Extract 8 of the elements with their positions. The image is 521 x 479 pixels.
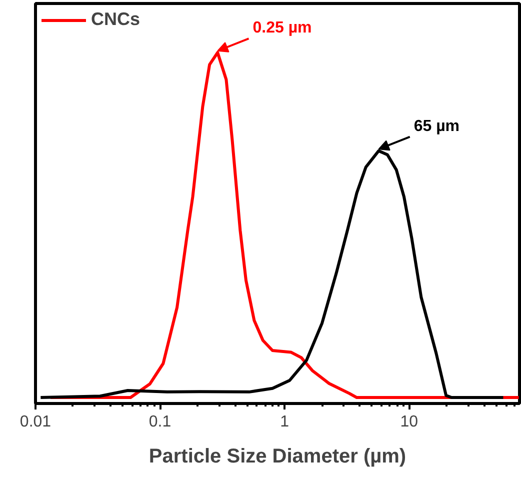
x-tick-label: 1 <box>280 414 290 430</box>
legend-label: CNCs <box>91 9 140 30</box>
annotation: 65 µm <box>414 118 460 135</box>
x-axis-title: Particle Size Diameter (µm) <box>148 446 406 468</box>
x-tick-label: 0.01 <box>20 414 52 430</box>
x-tick-label: 10 <box>400 414 418 430</box>
annotation: 0.25 µm <box>252 20 312 37</box>
x-tick-label: 0.1 <box>148 414 172 430</box>
